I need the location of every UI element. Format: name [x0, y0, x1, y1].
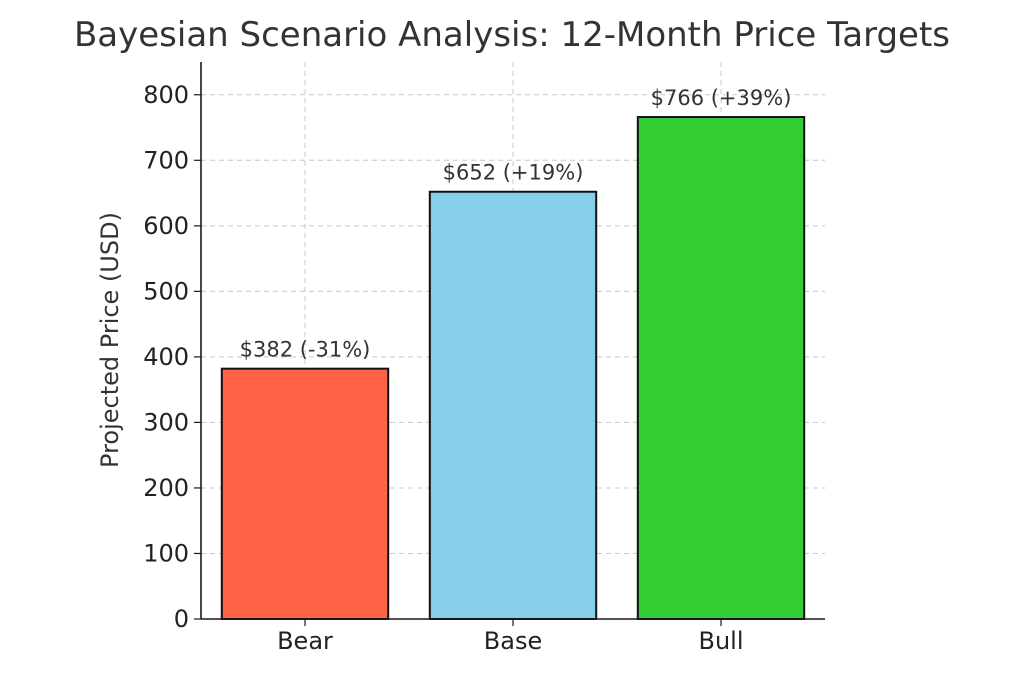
data-label-base: $652 (+19%)	[443, 161, 584, 185]
x-tick-label-base: Base	[484, 627, 542, 655]
bars	[220, 116, 806, 620]
bar-bear	[220, 367, 390, 620]
y-tick-label: 200	[143, 474, 189, 502]
axes	[194, 62, 825, 626]
y-tick-label: 300	[143, 408, 189, 436]
y-tick-label: 800	[143, 81, 189, 109]
x-tick-label-bull: Bull	[698, 627, 743, 655]
y-tick-label: 500	[143, 277, 189, 305]
y-tick-label: 0	[174, 605, 189, 633]
x-tick-label-bear: Bear	[277, 627, 333, 655]
y-tick-label: 100	[143, 539, 189, 567]
chart-title: Bayesian Scenario Analysis: 12-Month Pri…	[74, 15, 950, 55]
bar-base	[428, 190, 598, 620]
labels: $382 (-31%) $652 (+19%) $766 (+39%) 0 100 200…	[143, 81, 791, 655]
bar-bull	[636, 116, 806, 620]
y-tick-label: 700	[143, 146, 189, 174]
y-tick-label: 400	[143, 343, 189, 371]
y-tick-label: 600	[143, 212, 189, 240]
y-axis-label: Projected Price (USD)	[96, 212, 124, 468]
data-label-bear: $382 (-31%)	[240, 338, 371, 362]
data-label-bull: $766 (+39%)	[651, 86, 792, 110]
